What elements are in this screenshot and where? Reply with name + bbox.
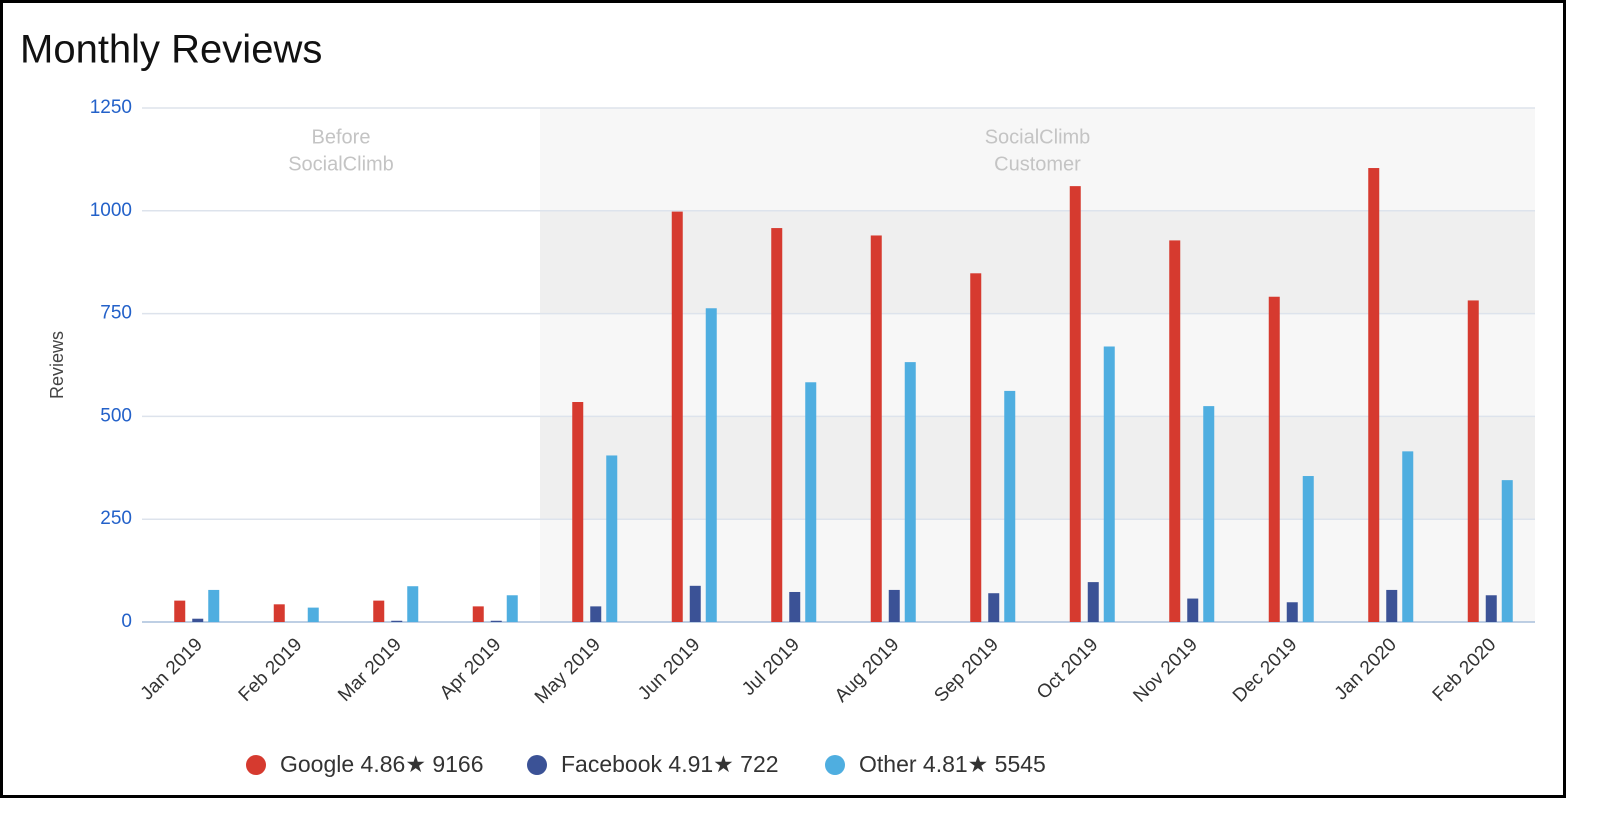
region-label: Customer xyxy=(994,153,1081,175)
legend-marker xyxy=(246,755,266,775)
bar xyxy=(689,585,701,622)
bar xyxy=(208,589,220,622)
bar xyxy=(1485,595,1497,622)
region-band xyxy=(540,416,1535,520)
bar xyxy=(1203,406,1215,622)
y-tick-label: 250 xyxy=(100,508,132,529)
legend-marker xyxy=(527,755,547,775)
region-band xyxy=(540,210,1535,314)
bar xyxy=(1069,186,1081,623)
bar xyxy=(273,604,285,622)
region-label: SocialClimb xyxy=(985,126,1091,148)
y-tick-label: 0 xyxy=(121,611,132,632)
legend-label: Facebook 4.91★ 722 xyxy=(561,751,779,777)
bar xyxy=(1501,480,1513,622)
region-shade xyxy=(540,108,1535,622)
bar xyxy=(1187,598,1199,622)
bar xyxy=(904,362,916,622)
bar xyxy=(970,273,982,622)
bar xyxy=(1169,240,1181,622)
bar xyxy=(805,382,817,622)
bar xyxy=(1286,602,1298,622)
bar xyxy=(1302,476,1314,622)
bar xyxy=(490,620,502,622)
bar xyxy=(174,600,186,622)
bar xyxy=(988,593,1000,622)
bar xyxy=(590,606,602,622)
bar xyxy=(1402,451,1414,622)
bar xyxy=(671,211,683,622)
bar xyxy=(506,595,518,622)
legend-label: Google 4.86★ 9166 xyxy=(280,751,484,777)
bar xyxy=(705,308,717,622)
bar xyxy=(870,235,882,623)
y-tick-label: 750 xyxy=(100,303,132,324)
bar xyxy=(771,228,783,622)
y-axis-label: Reviews xyxy=(47,331,67,399)
bar xyxy=(407,586,419,622)
bar xyxy=(789,591,801,622)
bar xyxy=(1467,300,1479,622)
bar xyxy=(1368,168,1380,622)
region-label: Before xyxy=(312,126,371,148)
region-label: SocialClimb xyxy=(288,153,394,175)
bar xyxy=(572,402,584,622)
legend-marker xyxy=(825,755,845,775)
y-tick-label: 500 xyxy=(100,405,132,426)
bar xyxy=(606,455,618,622)
bar xyxy=(1386,589,1398,622)
bar xyxy=(192,618,204,622)
bar xyxy=(391,620,403,622)
y-tick-label: 1250 xyxy=(90,97,132,118)
bar xyxy=(307,607,319,622)
bar xyxy=(1087,582,1099,622)
bar xyxy=(1103,346,1115,622)
bar xyxy=(888,589,900,622)
bar xyxy=(1004,390,1016,622)
legend-label: Other 4.81★ 5545 xyxy=(859,751,1046,777)
bar xyxy=(373,600,385,622)
bar xyxy=(1268,296,1280,622)
y-tick-label: 1000 xyxy=(90,200,132,221)
chart-title: Monthly Reviews xyxy=(20,28,322,72)
bar xyxy=(472,606,484,622)
